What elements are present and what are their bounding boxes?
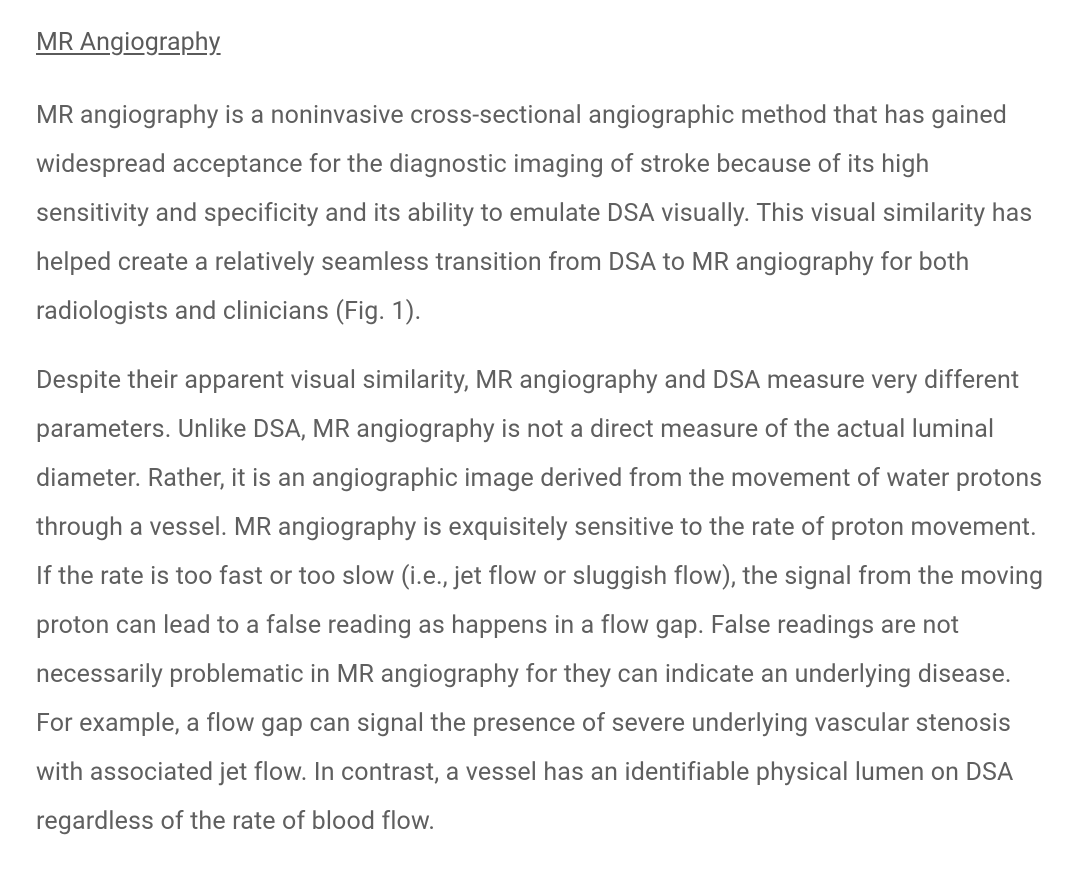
paragraph-2: Despite their apparent visual similarity… <box>36 356 1044 846</box>
paragraph-1: MR angiography is a noninvasive cross-se… <box>36 91 1044 336</box>
section-heading: MR Angiography <box>36 28 1044 57</box>
